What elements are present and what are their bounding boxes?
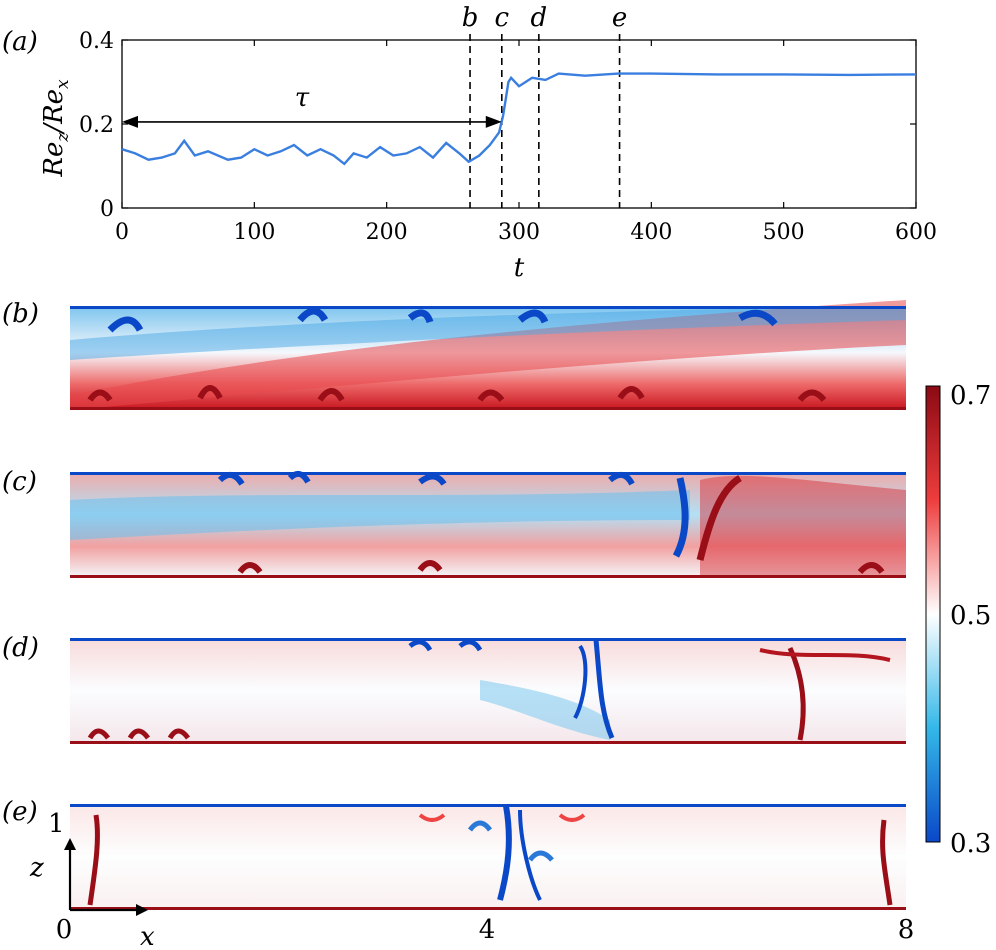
- x-tick-label-3: 300: [498, 220, 540, 245]
- tau-arrowhead-right: [485, 115, 502, 128]
- x-arrow-icon: [136, 904, 148, 916]
- y-tick-label-0: 0: [100, 197, 114, 222]
- y-ticks: 0 0.2 0.4: [79, 29, 916, 222]
- vline-label-b: b: [462, 3, 479, 33]
- panel-label-d: (d): [2, 633, 39, 663]
- xz-axes: [64, 838, 148, 916]
- heatmap-panel-e: [70, 804, 906, 910]
- heatmap-panel-b: [70, 300, 906, 410]
- vline-label-d: d: [531, 3, 548, 33]
- z-axis-label: z: [29, 853, 44, 883]
- x-axis-label: t: [514, 253, 525, 283]
- tau-label: τ: [295, 83, 310, 113]
- heatmap-panel-d: [70, 638, 906, 744]
- colorbar: [925, 385, 941, 843]
- panel-label-c: (c): [2, 467, 37, 497]
- series-line: [121, 72, 917, 166]
- tau-annotation: τ: [122, 83, 502, 128]
- x-tick-4: 4: [479, 915, 496, 945]
- x-tick-label-5: 500: [763, 220, 805, 245]
- x-tick-label-6: 600: [895, 220, 937, 245]
- vline-label-e: e: [612, 3, 627, 33]
- colorbar-tick-min: 0.3: [950, 829, 991, 859]
- x-tick-label-0: 0: [115, 220, 129, 245]
- x-tick-0: 0: [56, 915, 73, 945]
- z-arrow-icon: [64, 838, 76, 850]
- plot-a-frame: [121, 39, 917, 209]
- y-axis-label: Rez/Rex: [39, 79, 73, 178]
- x-axis-label-heatmap: x: [140, 922, 155, 950]
- x-tick-label-1: 100: [233, 220, 275, 245]
- tau-arrowhead-left: [122, 115, 138, 128]
- panel-label-a: (a): [2, 27, 38, 57]
- panel-label-e: (e): [2, 797, 38, 827]
- x-tick-8: 8: [898, 915, 915, 945]
- colorbar-tick-max: 0.7: [950, 381, 991, 411]
- z-tick-1: 1: [48, 809, 65, 839]
- vline-label-c: c: [495, 3, 510, 33]
- colorbar-tick-mid: 0.5: [950, 601, 991, 631]
- panel-label-b: (b): [2, 299, 39, 329]
- x-ticks: 0 100 200 300 400 500 600: [115, 40, 937, 245]
- x-tick-label-4: 400: [630, 220, 672, 245]
- y-tick-label-1: 0.2: [79, 113, 114, 138]
- heatmap-panel-c: [70, 470, 906, 578]
- x-tick-label-2: 200: [366, 220, 408, 245]
- y-tick-label-2: 0.4: [79, 29, 114, 54]
